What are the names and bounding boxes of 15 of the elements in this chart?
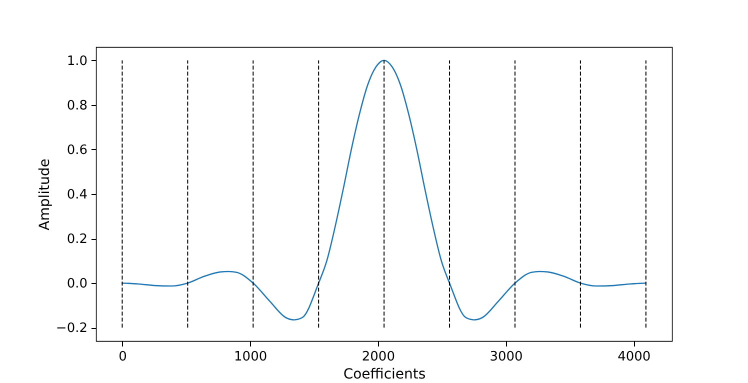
x-tick-label: 0	[118, 350, 127, 364]
x-tick-label: 3000	[490, 350, 523, 364]
y-tick-label: 0.2	[66, 232, 88, 248]
y-tick-label: 1.0	[66, 54, 88, 69]
y-tick-label: 0.4	[66, 188, 88, 202]
y-tick-label: −0.2	[56, 321, 88, 336]
x-tick-label: 4000	[618, 350, 651, 364]
y-tick-label: 0.6	[66, 142, 88, 158]
x-tick-label: 2000	[362, 350, 395, 364]
line-series	[122, 60, 647, 320]
x-axis-title: Coefficients	[343, 366, 426, 382]
y-axis-title: Amplitude	[36, 158, 53, 230]
x-tick-label: 1000	[234, 350, 268, 364]
y-tick-label: 0.8	[66, 98, 88, 114]
y-tick-label: 0.0	[66, 276, 88, 292]
